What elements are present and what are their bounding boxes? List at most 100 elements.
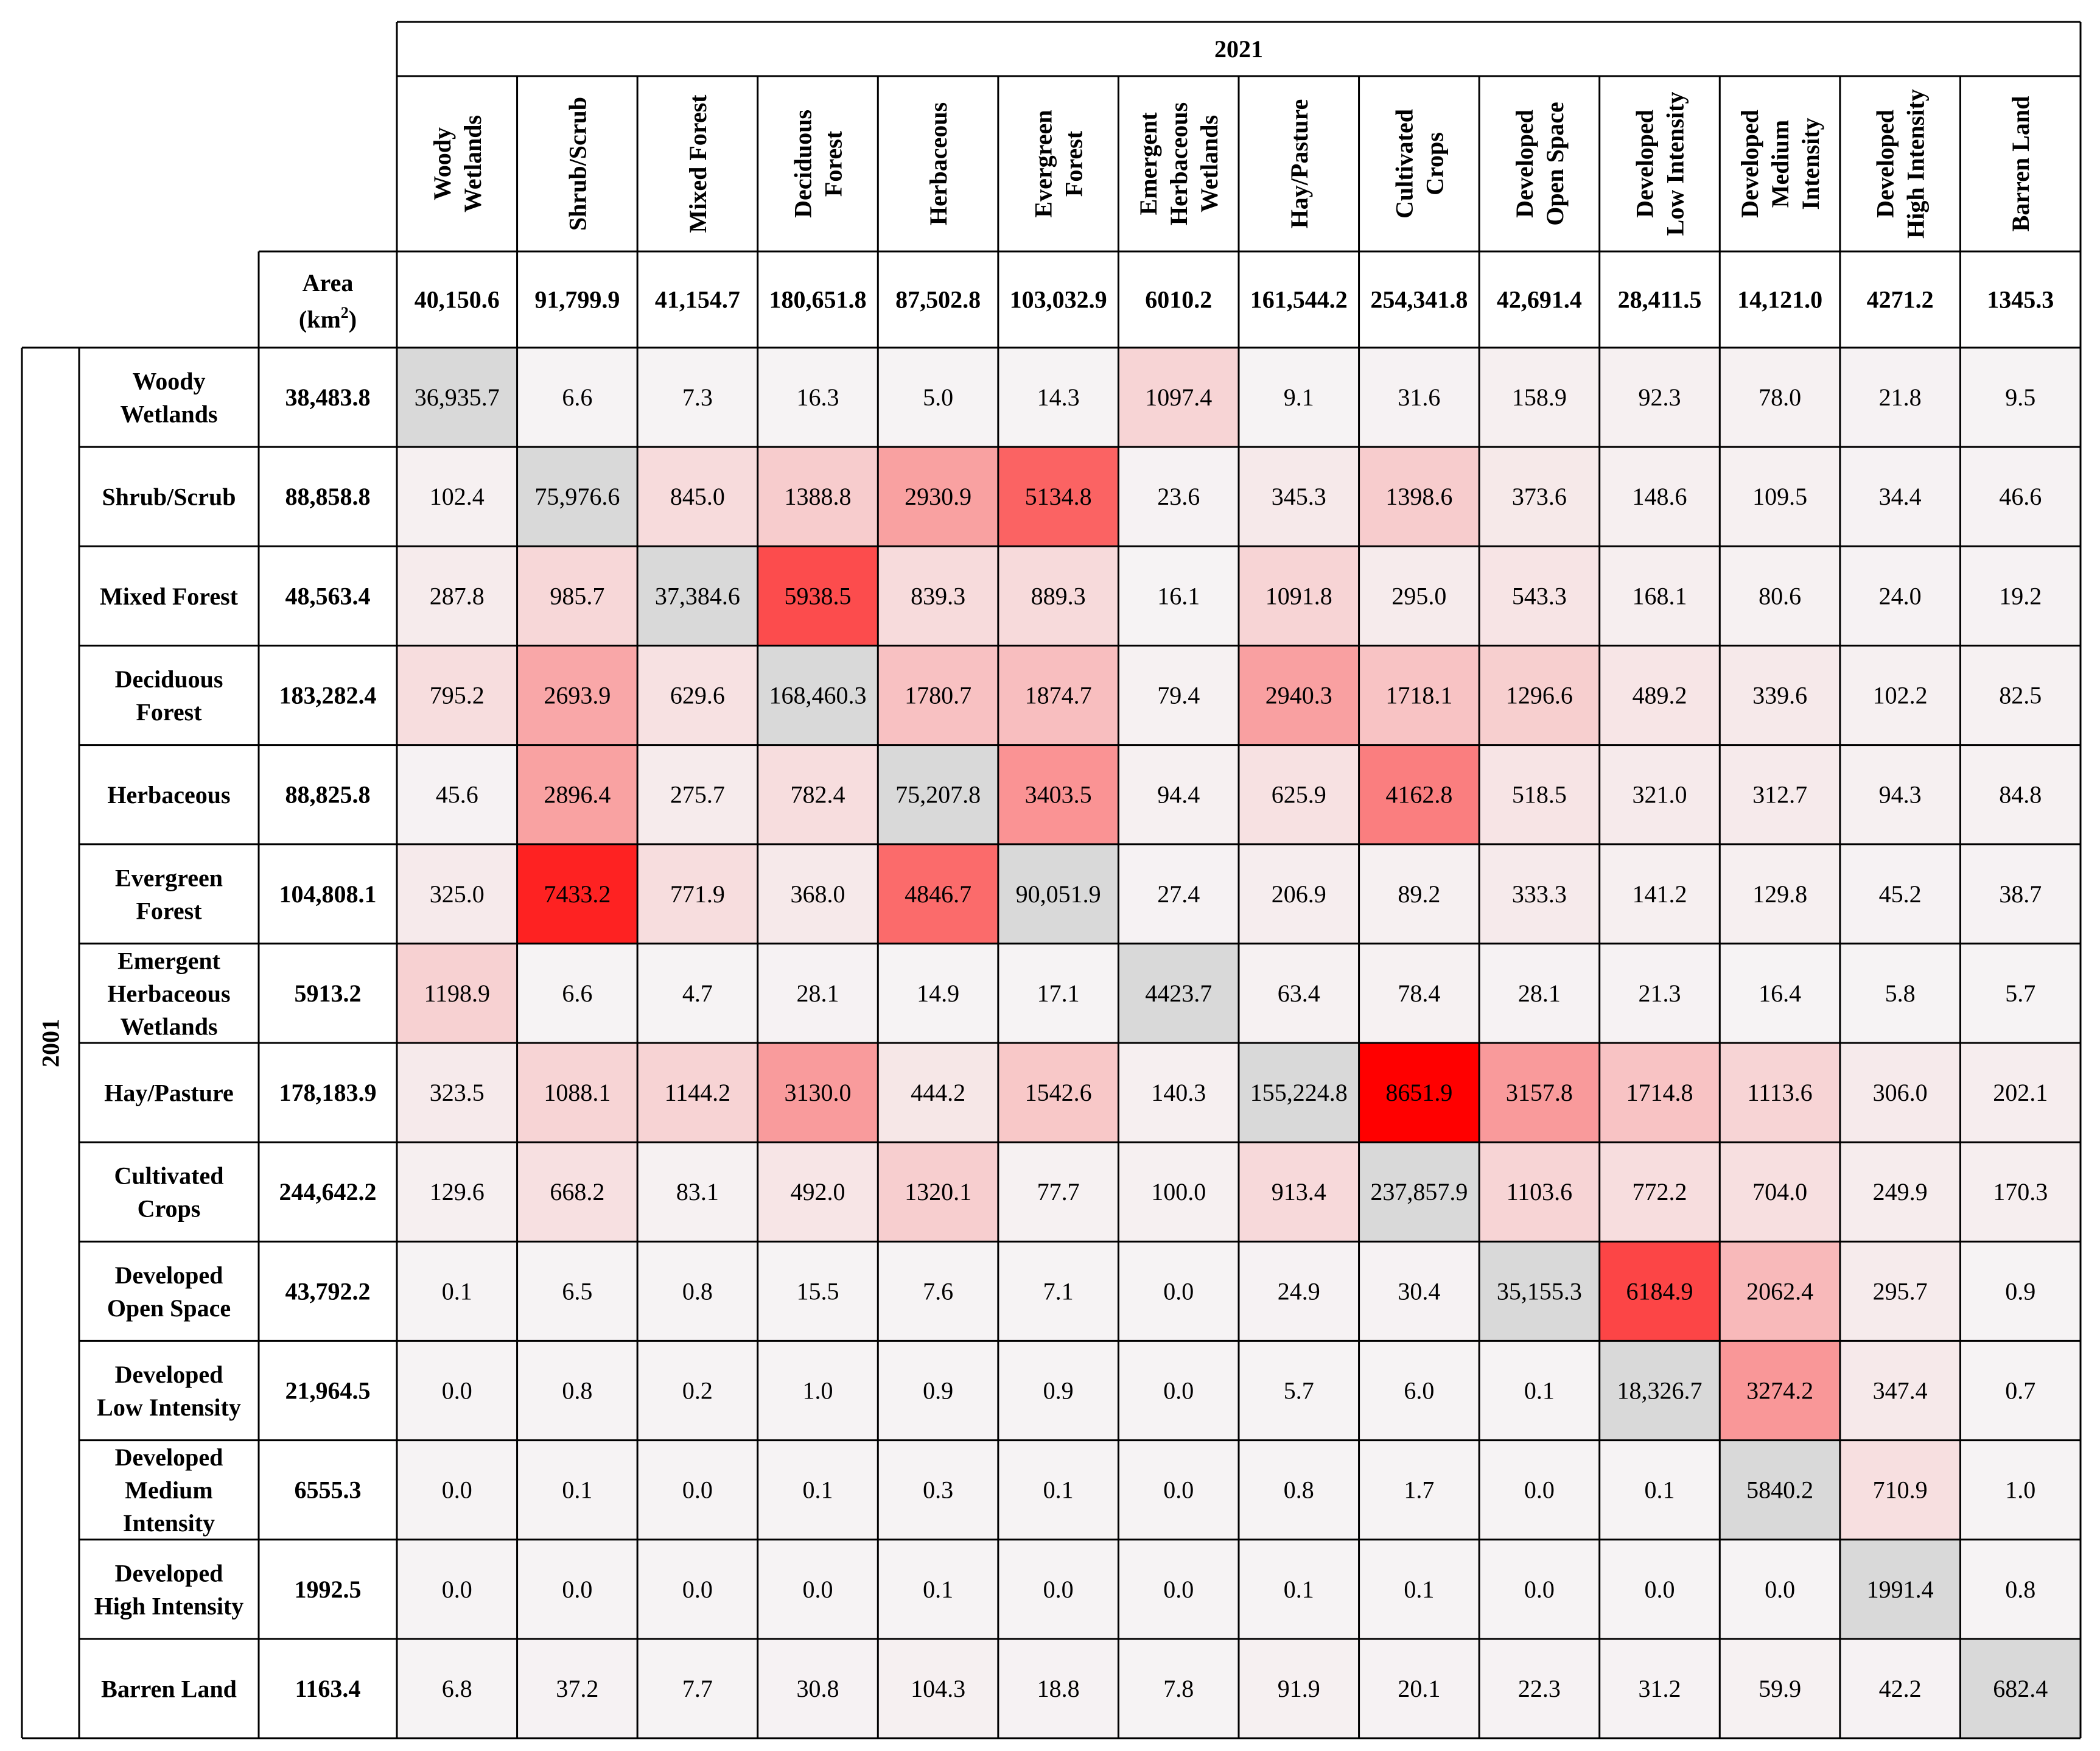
cell-value: 30.4 bbox=[1398, 1277, 1440, 1305]
cell-r7-c1 bbox=[517, 1043, 638, 1143]
cell-r5-c2 bbox=[637, 844, 758, 944]
cell-r11-c2 bbox=[637, 1440, 758, 1540]
cell-r2-c4 bbox=[878, 546, 998, 646]
cell-r9-c0 bbox=[397, 1241, 517, 1341]
col-header: Developed Medium Intensity bbox=[1736, 110, 1824, 218]
cell-r13-c10 bbox=[1599, 1638, 1720, 1738]
cell-value: 1.0 bbox=[2005, 1476, 2035, 1504]
cell-value: 1398.6 bbox=[1385, 483, 1452, 510]
cell-r13-c6 bbox=[1118, 1638, 1239, 1738]
cell-r7-c2 bbox=[637, 1043, 758, 1143]
col-area-total: 42,691.4 bbox=[1497, 286, 1582, 314]
cell-value: 1.7 bbox=[1404, 1476, 1434, 1504]
cell-value: 5.7 bbox=[1284, 1377, 1314, 1405]
cell-r5-c4 bbox=[878, 844, 998, 944]
cell-r11-c0 bbox=[397, 1440, 517, 1540]
col-area-total: 1345.3 bbox=[1987, 286, 2054, 314]
cell-value: 312.7 bbox=[1752, 781, 1807, 809]
row-area-total: 21,964.5 bbox=[285, 1377, 371, 1405]
cell-value: 84.8 bbox=[1999, 781, 2042, 809]
cell-value: 83.1 bbox=[676, 1178, 719, 1205]
cell-r11-c7 bbox=[1239, 1440, 1359, 1540]
cell-r9-c12 bbox=[1839, 1241, 1961, 1341]
cell-r12-c13 bbox=[1960, 1539, 2081, 1639]
cell-value: 0.0 bbox=[1524, 1476, 1555, 1504]
row-header: Developed Open Space bbox=[107, 1261, 231, 1322]
cell-value: 59.9 bbox=[1759, 1675, 1801, 1702]
cell-r13-c3 bbox=[757, 1638, 878, 1738]
cell-r12-c10 bbox=[1599, 1539, 1720, 1639]
cell-value: 168.1 bbox=[1633, 582, 1687, 609]
row-header: Herbaceous bbox=[107, 781, 230, 809]
row-header: Cultivated Crops bbox=[114, 1162, 224, 1223]
cell-r8-c1 bbox=[517, 1142, 638, 1242]
cell-r0-c1 bbox=[517, 348, 638, 447]
cell-r6-c0 bbox=[397, 943, 517, 1043]
cell-r11-c10 bbox=[1599, 1440, 1720, 1540]
cell-r8-c5 bbox=[998, 1142, 1119, 1242]
cell-r8-c10 bbox=[1599, 1142, 1720, 1242]
cell-value: 321.0 bbox=[1633, 781, 1687, 809]
cell-value: 63.4 bbox=[1278, 980, 1320, 1007]
cell-value: 0.0 bbox=[803, 1576, 833, 1603]
row-header: Emergent Herbaceous Wetlands bbox=[107, 947, 230, 1040]
cell-r1-c11 bbox=[1720, 447, 1840, 547]
cell-r9-c7 bbox=[1239, 1241, 1359, 1341]
cell-value: 9.5 bbox=[2005, 384, 2035, 411]
cell-value: 249.9 bbox=[1873, 1178, 1928, 1205]
cell-r4-c12 bbox=[1839, 745, 1961, 844]
cell-r13-c4 bbox=[878, 1638, 998, 1738]
cell-value: 0.1 bbox=[803, 1476, 833, 1504]
cell-value: 347.4 bbox=[1873, 1377, 1928, 1405]
cell-r9-c2 bbox=[637, 1241, 758, 1341]
cell-value: 1542.6 bbox=[1025, 1079, 1092, 1106]
cell-value: 0.1 bbox=[1284, 1576, 1314, 1603]
cell-r9-c11 bbox=[1720, 1241, 1840, 1341]
cell-r0-c3 bbox=[757, 348, 878, 447]
cell-r5-c6 bbox=[1118, 844, 1239, 944]
col-header: Shrub/Scrub bbox=[564, 97, 591, 231]
col-area-total: 41,154.7 bbox=[655, 286, 740, 314]
col-area-total: 87,502.8 bbox=[895, 286, 981, 314]
cell-r13-c7 bbox=[1239, 1638, 1359, 1738]
cell-r5-c5 bbox=[998, 844, 1119, 944]
cell-r12-c6 bbox=[1118, 1539, 1239, 1639]
cell-value: 24.0 bbox=[1879, 582, 1922, 609]
cell-r5-c7 bbox=[1239, 844, 1359, 944]
cell-value: 5840.2 bbox=[1746, 1476, 1813, 1504]
cell-r12-c3 bbox=[757, 1539, 878, 1639]
cell-value: 82.5 bbox=[1999, 682, 2042, 709]
cell-r12-c1 bbox=[517, 1539, 638, 1639]
cell-r3-c6 bbox=[1118, 645, 1239, 745]
cell-value: 0.9 bbox=[2005, 1277, 2035, 1305]
cell-value: 668.2 bbox=[550, 1178, 604, 1205]
cell-r8-c3 bbox=[757, 1142, 878, 1242]
cell-r1-c4 bbox=[878, 447, 998, 547]
col-header: Hay/Pasture bbox=[1286, 99, 1313, 229]
cell-r5-c11 bbox=[1720, 844, 1840, 944]
cell-r11-c6 bbox=[1118, 1440, 1239, 1540]
cell-value: 889.3 bbox=[1031, 582, 1086, 609]
cell-value: 18,326.7 bbox=[1617, 1377, 1703, 1405]
cell-r4-c11 bbox=[1720, 745, 1840, 844]
cell-r3-c1 bbox=[517, 645, 638, 745]
cell-r2-c11 bbox=[1720, 546, 1840, 646]
cell-r1-c3 bbox=[757, 447, 878, 547]
cell-value: 1097.4 bbox=[1145, 384, 1212, 411]
cell-r12-c12 bbox=[1839, 1539, 1961, 1639]
cell-r12-c11 bbox=[1720, 1539, 1840, 1639]
cell-value: 1991.4 bbox=[1867, 1576, 1934, 1603]
cell-value: 21.8 bbox=[1879, 384, 1922, 411]
cell-value: 27.4 bbox=[1157, 880, 1200, 908]
cell-value: 839.3 bbox=[911, 582, 965, 609]
cell-r0-c11 bbox=[1720, 348, 1840, 447]
col-header: Barren Land bbox=[2007, 96, 2034, 232]
cell-r6-c12 bbox=[1839, 943, 1961, 1043]
cell-r7-c13 bbox=[1960, 1043, 2081, 1143]
cell-r6-c3 bbox=[757, 943, 878, 1043]
cell-value: 0.1 bbox=[442, 1277, 472, 1305]
cell-r4-c7 bbox=[1239, 745, 1359, 844]
cell-value: 5.7 bbox=[2005, 980, 2035, 1007]
cell-r7-c5 bbox=[998, 1043, 1119, 1143]
